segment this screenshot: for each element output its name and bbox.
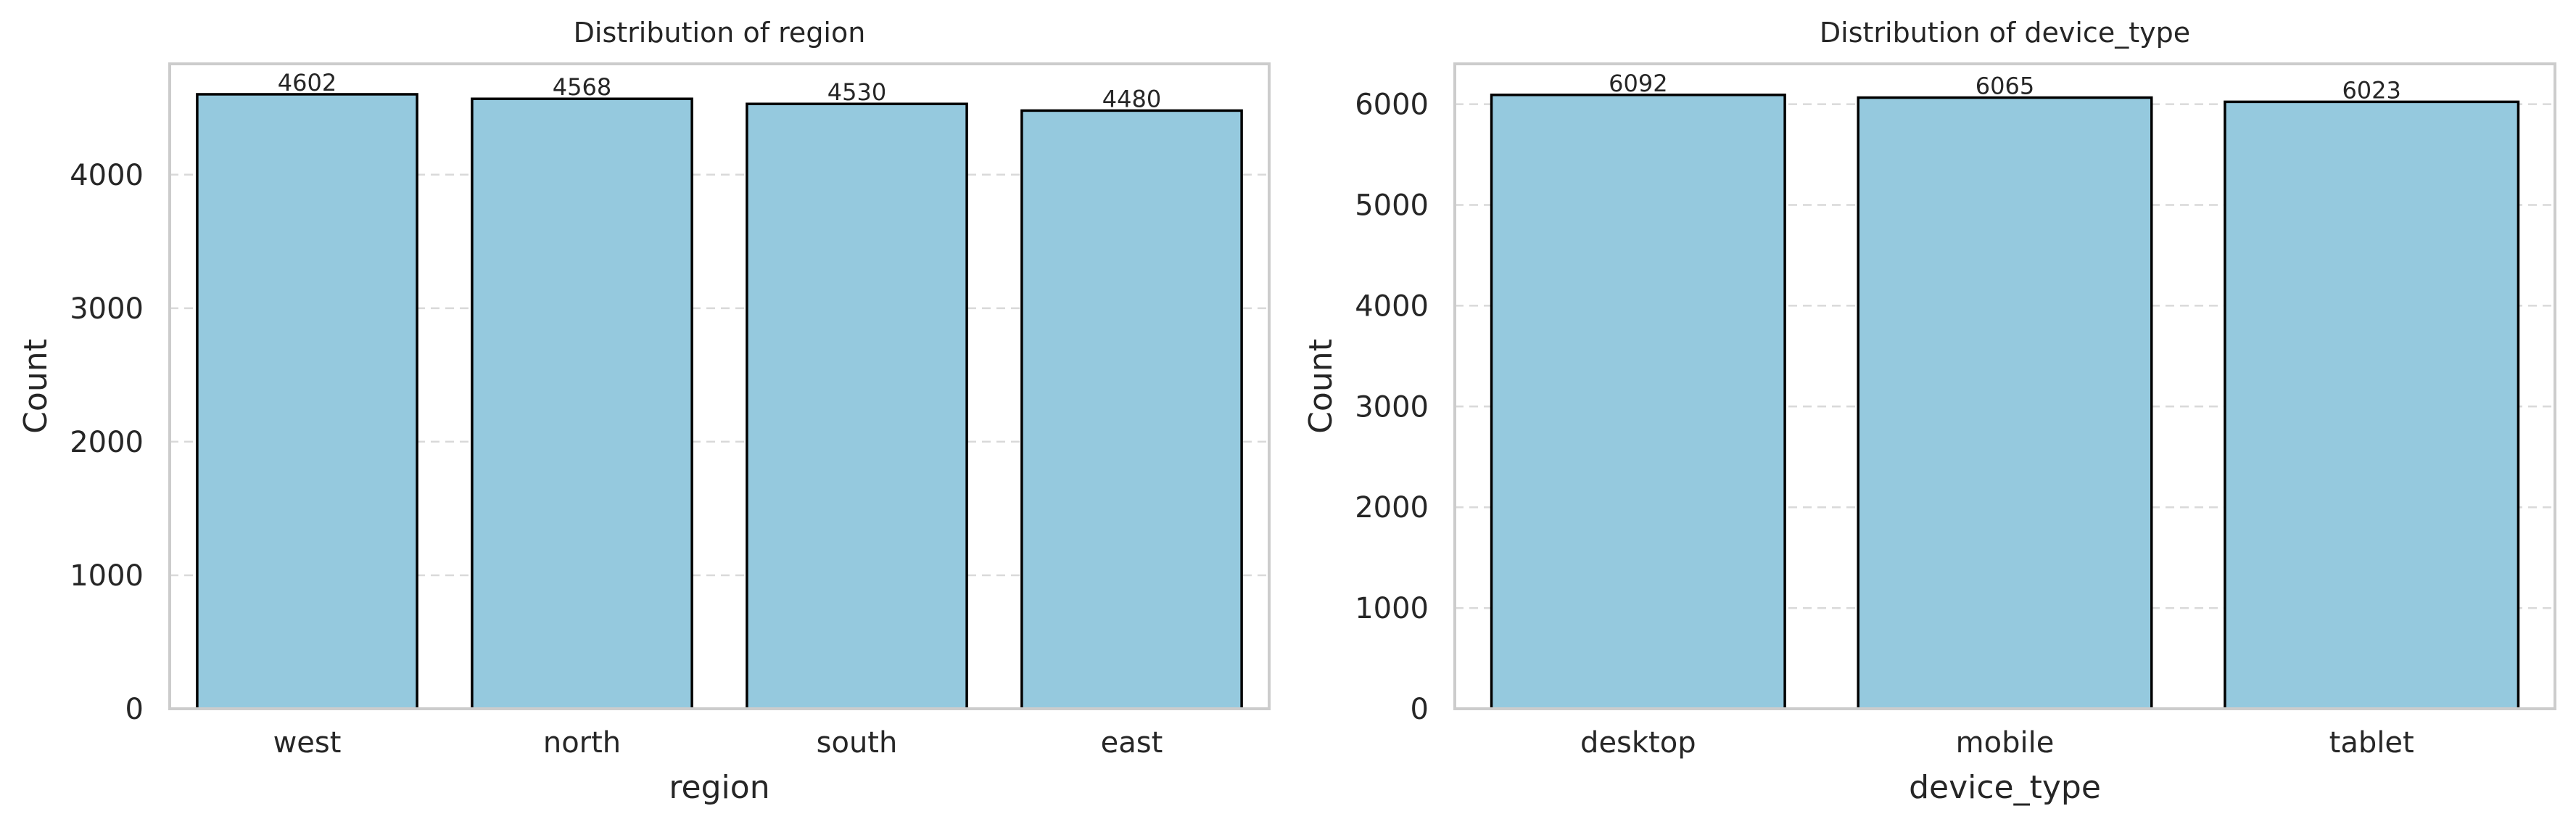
- y-axis-label: Count: [17, 339, 54, 434]
- bar-tablet: [2224, 100, 2520, 710]
- x-axis-label: region: [669, 769, 769, 806]
- data-label: 4480: [1102, 85, 1161, 112]
- bar-south: [746, 102, 968, 710]
- bar-desktop: [1490, 94, 1786, 710]
- bar-west: [196, 93, 418, 710]
- x-tick-label: north: [543, 726, 621, 760]
- data-label: 6092: [1609, 70, 1667, 97]
- data-label: 6023: [2342, 76, 2400, 104]
- y-tick-label: 0: [1411, 693, 1429, 726]
- axes-frame: [168, 62, 1271, 710]
- data-label: 4602: [278, 69, 337, 96]
- y-tick-label: 1000: [1355, 592, 1429, 625]
- data-label: 4530: [827, 78, 886, 106]
- axes-frame: [1453, 62, 2556, 710]
- chart-title: Distribution of device_type: [1820, 17, 2190, 49]
- x-tick-label: tablet: [2329, 726, 2414, 760]
- data-label: 6065: [1976, 73, 2034, 100]
- y-tick-label: 6000: [1355, 89, 1429, 122]
- bar-east: [1020, 109, 1243, 710]
- y-tick-label: 3000: [1355, 390, 1429, 424]
- y-axis-label: Count: [1303, 339, 1339, 434]
- y-tick-label: 4000: [70, 159, 144, 192]
- y-tick-label: 2000: [1355, 491, 1429, 525]
- y-tick-label: 3000: [70, 292, 144, 326]
- x-tick-label: west: [273, 726, 342, 760]
- x-tick-label: south: [817, 726, 898, 760]
- y-tick-label: 1000: [70, 559, 144, 593]
- y-tick-label: 5000: [1355, 189, 1429, 222]
- bar-mobile: [1857, 96, 2153, 710]
- y-tick-label: 4000: [1355, 289, 1429, 323]
- x-tick-label: desktop: [1580, 726, 1696, 760]
- bar-north: [471, 97, 693, 710]
- chart-region: 4602 west 4568 north 4530 south 4480 east 0 1000 2…: [17, 17, 1271, 806]
- data-label: 4568: [553, 73, 611, 101]
- chart-device-type: 6092 desktop 6065 mobile 6023 tablet 0 1000 2000…: [1303, 17, 2556, 806]
- y-tick-label: 2000: [70, 426, 144, 459]
- x-tick-label: mobile: [1956, 726, 2055, 760]
- chart-title: Distribution of region: [574, 17, 866, 49]
- x-axis-label: device_type: [1909, 769, 2101, 806]
- y-tick-label: 0: [125, 693, 144, 726]
- x-tick-label: east: [1101, 726, 1163, 760]
